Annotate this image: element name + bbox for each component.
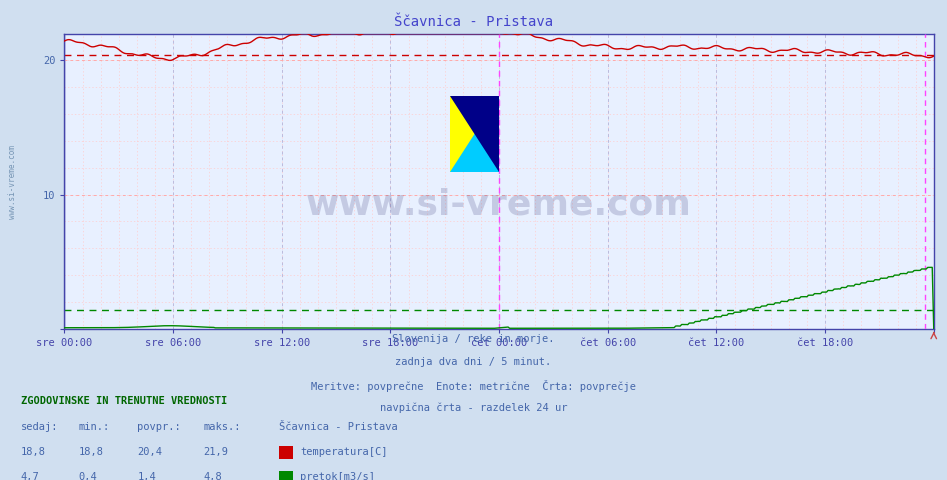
Text: 1,4: 1,4	[137, 472, 156, 480]
Text: pretok[m3/s]: pretok[m3/s]	[300, 472, 375, 480]
Polygon shape	[451, 96, 499, 172]
Bar	[451, 96, 499, 172]
Text: www.si-vreme.com: www.si-vreme.com	[8, 145, 17, 219]
Text: Meritve: povprečne  Enote: metrične  Črta: povprečje: Meritve: povprečne Enote: metrične Črta:…	[311, 380, 636, 392]
Text: navpična črta - razdelek 24 ur: navpična črta - razdelek 24 ur	[380, 403, 567, 413]
Text: sedaj:: sedaj:	[21, 422, 59, 432]
Text: ZGODOVINSKE IN TRENUTNE VREDNOSTI: ZGODOVINSKE IN TRENUTNE VREDNOSTI	[21, 396, 227, 406]
Text: 18,8: 18,8	[79, 447, 103, 457]
Text: www.si-vreme.com: www.si-vreme.com	[306, 188, 692, 222]
Text: min.:: min.:	[79, 422, 110, 432]
Text: 21,9: 21,9	[204, 447, 228, 457]
Text: Ščavnica - Pristava: Ščavnica - Pristava	[279, 422, 398, 432]
Text: 0,4: 0,4	[79, 472, 98, 480]
Text: temperatura[C]: temperatura[C]	[300, 447, 387, 457]
Text: Slovenija / reke in morje.: Slovenija / reke in morje.	[392, 334, 555, 344]
Text: maks.:: maks.:	[204, 422, 241, 432]
Text: 18,8: 18,8	[21, 447, 45, 457]
Text: 4,8: 4,8	[204, 472, 223, 480]
Polygon shape	[451, 96, 499, 172]
Text: 4,7: 4,7	[21, 472, 40, 480]
Text: 20,4: 20,4	[137, 447, 162, 457]
Text: Ščavnica - Pristava: Ščavnica - Pristava	[394, 15, 553, 29]
Text: povpr.:: povpr.:	[137, 422, 181, 432]
Text: zadnja dva dni / 5 minut.: zadnja dva dni / 5 minut.	[396, 357, 551, 367]
